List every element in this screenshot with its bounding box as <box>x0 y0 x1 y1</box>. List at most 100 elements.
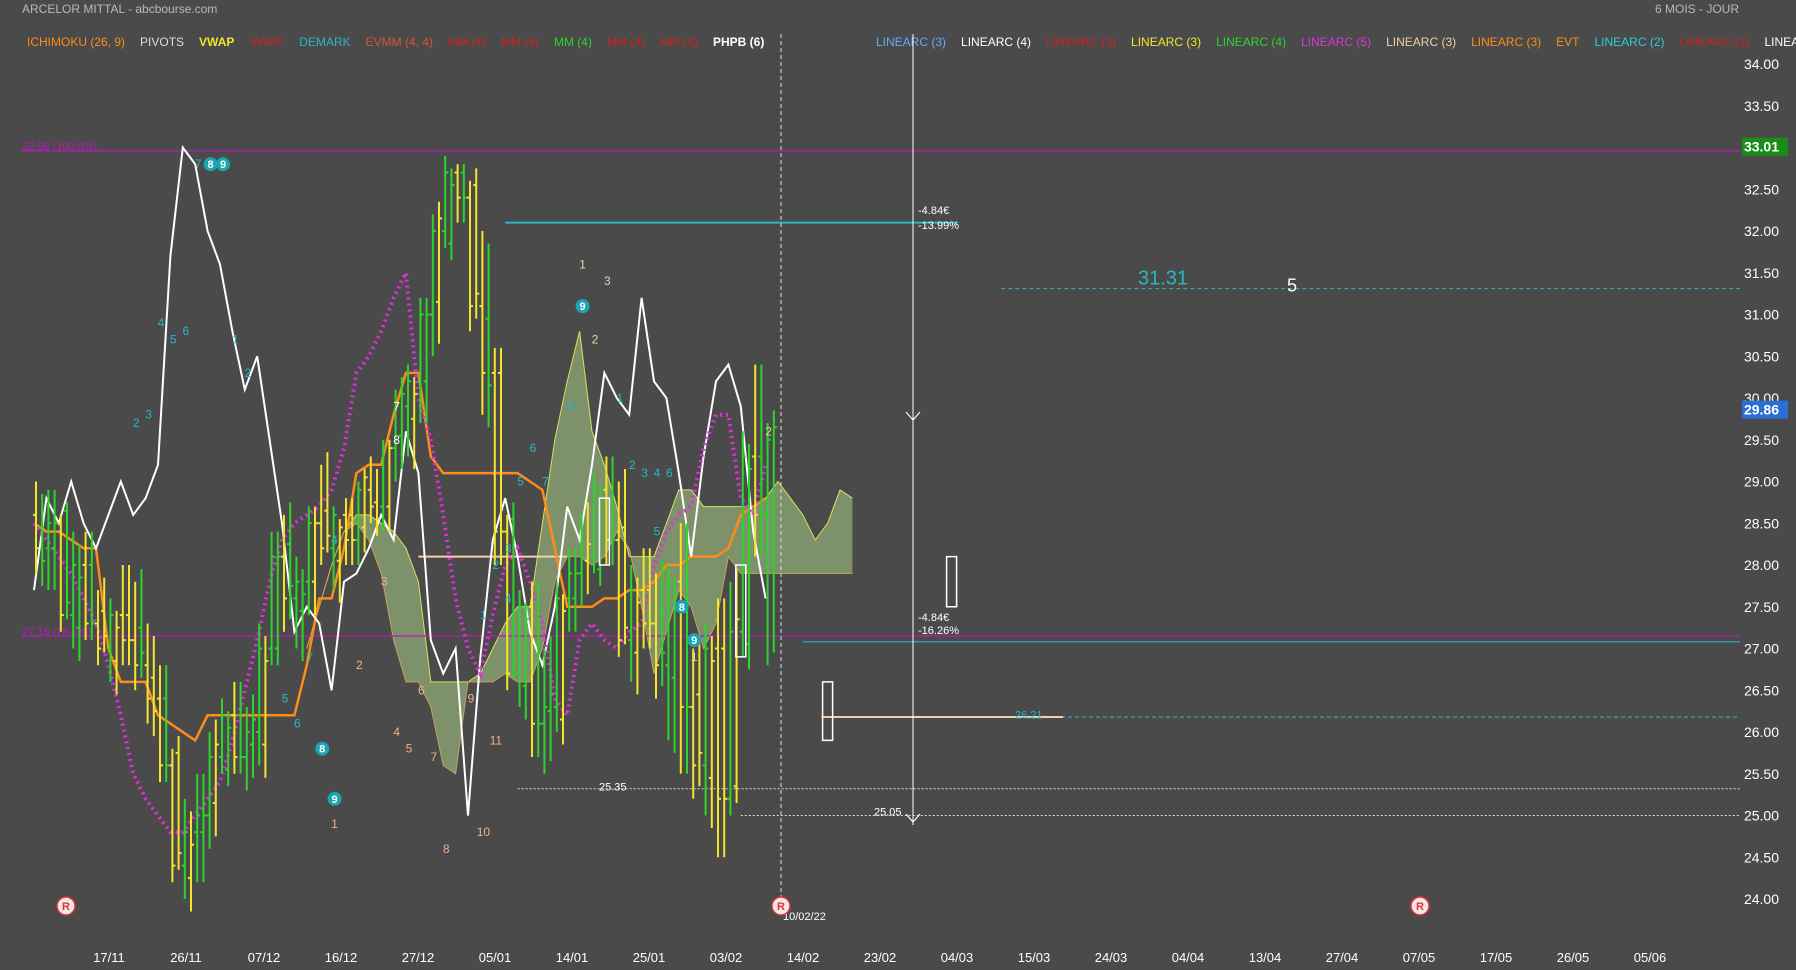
demark-count-label: 4 <box>654 466 661 480</box>
demark-count-label: 7 <box>195 157 202 171</box>
demark-count-label: 5 <box>282 692 289 706</box>
legend-left-item-10[interactable]: MM (4) <box>659 35 698 49</box>
demark-count-label: 3 <box>641 466 648 480</box>
demark-count-label: 6 <box>418 683 425 697</box>
demark-count-label: 9 <box>332 794 338 806</box>
legend-right-item-9[interactable]: LINEARC (2) <box>1594 35 1665 49</box>
demark-count-label: 7 <box>393 399 400 413</box>
demark-count-label: 9 <box>691 635 697 647</box>
demark-count-label: 4 <box>393 725 400 739</box>
y-tick-label: 31.50 <box>1744 265 1779 281</box>
demark-count-label: 2 <box>492 558 499 572</box>
level-price-badge-label: 33.01 <box>1744 139 1779 155</box>
demark-count-label: 3 <box>505 541 512 555</box>
legend-right-item-0[interactable]: LINEARC (3) <box>876 35 947 49</box>
demark-count-label: 2 <box>356 658 363 672</box>
x-tick-label: 27/04 <box>1326 950 1359 965</box>
fibo-level-label: 27.15 (78.6%) <box>22 626 91 638</box>
demark-count-label: 7 <box>306 650 313 664</box>
demark-count-label: 5 <box>406 742 413 756</box>
demark-count-label: 4 <box>158 316 165 330</box>
demark-count-label: 3 <box>145 408 152 422</box>
demark-count-label: 1 <box>331 817 338 831</box>
legend-right-item-4[interactable]: LINEARC (4) <box>1216 35 1287 49</box>
y-tick-label: 26.50 <box>1744 682 1779 698</box>
legend-right-item-1[interactable]: LINEARC (4) <box>961 35 1032 49</box>
phpb-box <box>735 564 747 658</box>
y-tick-label: 27.50 <box>1744 599 1779 615</box>
x-tick-label: 07/12 <box>248 950 281 965</box>
legend-right-item-11[interactable]: LINEARC <box>1764 35 1796 49</box>
r-marker: R <box>56 896 76 916</box>
x-tick-label: 03/02 <box>710 950 743 965</box>
demark-count-label: 9 <box>580 301 586 313</box>
x-tick-label: 16/12 <box>325 950 358 965</box>
r-marker-circle <box>771 896 791 916</box>
y-tick-label: 25.00 <box>1744 808 1779 824</box>
demark-count-label: 4 <box>505 591 512 605</box>
legend-right-item-2[interactable]: LINEARC (3) <box>1046 35 1117 49</box>
legend-right-item-7[interactable]: LINEARC (3) <box>1471 35 1542 49</box>
legend-right-item-5[interactable]: LINEARC (5) <box>1301 35 1372 49</box>
ichimoku-cloud <box>306 331 853 774</box>
demark-count-label: 8 <box>208 159 214 171</box>
measure-top-pct: -13.99% <box>918 220 959 232</box>
demark-count-label: 2 <box>592 333 599 347</box>
demark-count-label: 1 <box>232 333 239 347</box>
demark-count-label: 6 <box>294 717 301 731</box>
x-tick-label: 17/05 <box>1480 950 1513 965</box>
y-tick-label: 28.00 <box>1744 557 1779 573</box>
y-tick-label: 32.00 <box>1744 223 1779 239</box>
legend-left-item-4[interactable]: DEMARK <box>299 35 351 49</box>
legend-left-item-8[interactable]: MM (4) <box>553 35 592 49</box>
x-tick-label: 14/01 <box>556 950 589 965</box>
legend-right-item-10[interactable]: LINEARC (2) <box>1679 35 1750 49</box>
legend-left-item-7[interactable]: MM (4) <box>500 35 539 49</box>
x-tick-label: 04/04 <box>1172 950 1205 965</box>
measure-bottom-pct: -16.26% <box>918 625 959 637</box>
legend-left-item-2[interactable]: VWAP <box>199 35 235 49</box>
measure-bottom-abs: -4.84€ <box>918 612 949 624</box>
demark-count-label: 5 <box>517 475 524 489</box>
legend-right-item-6[interactable]: LINEARC (3) <box>1386 35 1457 49</box>
legend-left-item-9[interactable]: MM (4) <box>606 35 645 49</box>
demark-count-label: 11 <box>490 733 503 747</box>
demark-count-label: 1 <box>616 391 623 405</box>
y-tick-label: 26.00 <box>1744 724 1779 740</box>
chart-title: ARCELOR MITTAL <box>22 2 125 16</box>
legend-right-item-3[interactable]: LINEARC (3) <box>1131 35 1202 49</box>
x-tick-label: 23/02 <box>864 950 897 965</box>
r-marker-circle <box>1410 896 1430 916</box>
demark-count-label: 3 <box>604 274 611 288</box>
r-marker: R <box>1410 896 1430 916</box>
pivots-line <box>33 144 767 816</box>
legend-left-item-5[interactable]: EVMM (4, 4) <box>365 35 433 49</box>
legend-left-item-11[interactable]: PHPB (6) <box>712 35 765 49</box>
x-tick-label: 13/04 <box>1249 950 1282 965</box>
x-tick-label: 25/01 <box>633 950 666 965</box>
wave-count-label: 5 <box>1287 276 1297 296</box>
legend-left-item-1[interactable]: PIVOTS <box>140 35 185 49</box>
phpb-box <box>945 555 958 608</box>
demark-count-label: 9 <box>220 159 226 171</box>
x-tick-label: 17/11 <box>93 950 125 965</box>
legend-left: ICHIMOKU (26, 9) PIVOTS VWAP VWAP DEMARK EVMM… <box>27 35 779 49</box>
y-tick-label: 24.00 <box>1744 891 1779 907</box>
y-tick-label: 29.50 <box>1744 432 1779 448</box>
demark-count-label: 8 <box>679 602 685 614</box>
r-marker-circle <box>56 896 76 916</box>
demark-count-label: 8 <box>319 744 325 756</box>
legend-left-item-3[interactable]: VWAP <box>249 35 285 49</box>
demark-badge <box>216 157 230 172</box>
demark-count-label: 1 <box>480 608 487 622</box>
y-tick-label: 32.50 <box>1744 181 1779 197</box>
x-tick-label: 14/02 <box>787 950 820 965</box>
x-tick-label: 05/06 <box>1634 950 1667 965</box>
demark-badge <box>203 157 218 172</box>
legend-left-item-6[interactable]: MM (4) <box>447 35 486 49</box>
legend-left-item-0[interactable]: ICHIMOKU (26, 9) <box>27 35 126 49</box>
demark-count-label: 3 <box>381 575 388 589</box>
demark-count-label: 6 <box>182 324 189 338</box>
legend-right-item-8[interactable]: EVT <box>1556 35 1580 49</box>
